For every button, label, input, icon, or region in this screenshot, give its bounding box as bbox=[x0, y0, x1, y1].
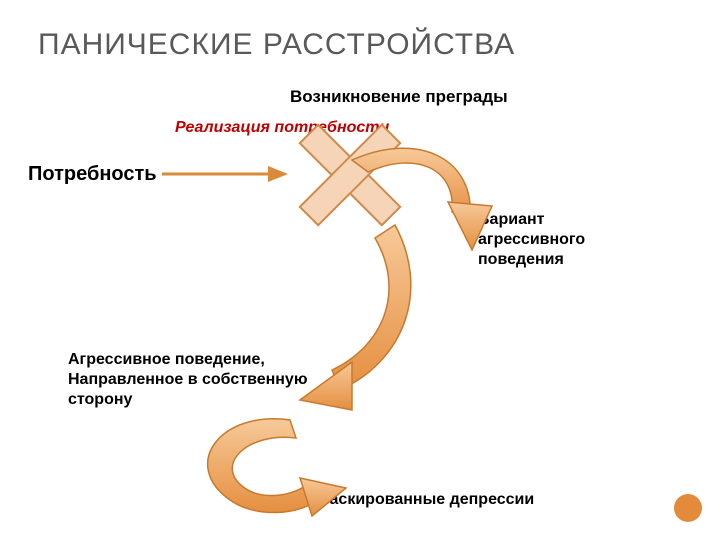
arrow-to-aggressive-self bbox=[300, 225, 411, 410]
diagram-canvas bbox=[0, 0, 720, 540]
arrow-to-masked-depression bbox=[208, 419, 346, 516]
arrow-need-to-cross bbox=[162, 166, 288, 182]
slide-root: ПАНИЧЕСКИЕ РАССТРОЙСТВА Возникновение пр… bbox=[0, 0, 720, 540]
barrier-cross-icon bbox=[268, 93, 432, 257]
decorative-corner-circle-icon bbox=[674, 494, 702, 522]
